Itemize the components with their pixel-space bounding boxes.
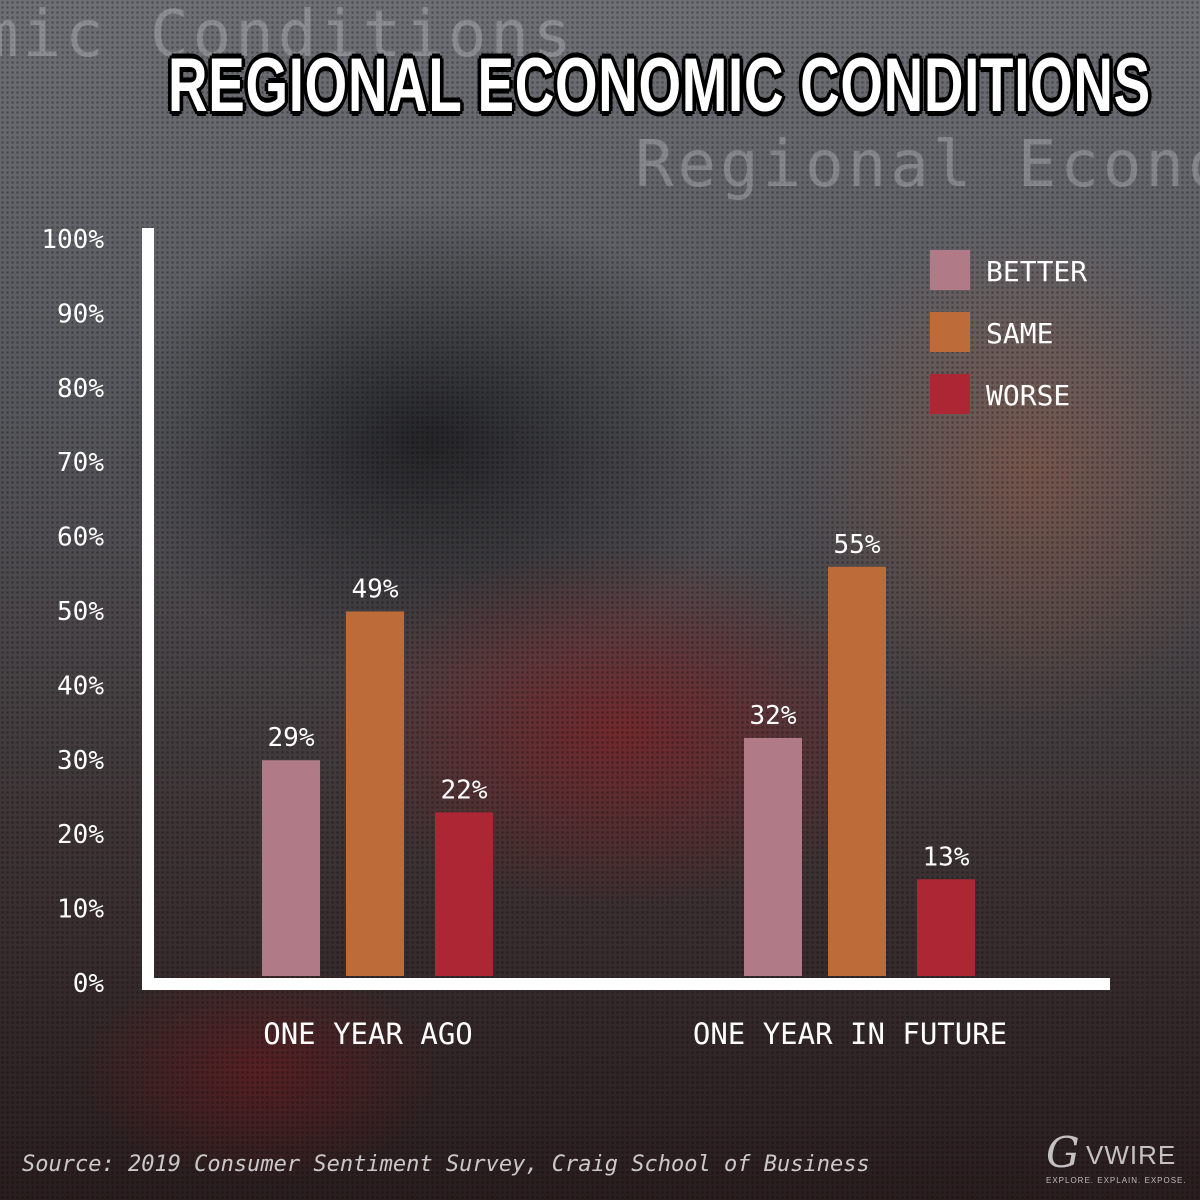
bar-same-2 xyxy=(828,566,886,976)
data-label-worse-2: 13% xyxy=(923,842,970,872)
bar-worse-2 xyxy=(917,879,975,976)
y-tick-label: 0% xyxy=(73,969,105,999)
y-tick-label: 90% xyxy=(57,299,104,329)
logo-mark: G xyxy=(1046,1128,1080,1177)
y-tick-label: 20% xyxy=(57,820,104,850)
data-label-same-1: 49% xyxy=(352,574,399,604)
background-text-top: mic Conditions xyxy=(0,0,576,72)
y-tick-label: 60% xyxy=(57,523,104,553)
legend-label-worse: WORSE xyxy=(986,379,1070,412)
bar-better-1 xyxy=(262,760,320,976)
y-axis-ticks: 0% 10% 20% 30% 40% 50% 60% 70% 80% 90% 100% xyxy=(41,225,104,999)
source-note: Source: 2019 Consumer Sentiment Survey, … xyxy=(22,1152,870,1177)
logo-wordmark: VWIRE xyxy=(1086,1140,1177,1170)
legend-swatch-better xyxy=(930,250,970,290)
data-label-better-2: 32% xyxy=(750,701,797,731)
y-tick-label: 100% xyxy=(41,225,104,255)
logo-tagline: EXPLORE. EXPLAIN. EXPOSE. xyxy=(1046,1176,1187,1185)
background-text-middle: Regional Econo xyxy=(635,128,1200,202)
y-tick-label: 50% xyxy=(57,597,104,627)
category-labels: ONE YEAR AGO ONE YEAR IN FUTURE xyxy=(263,1017,1007,1051)
legend-label-same: SAME xyxy=(986,317,1053,350)
data-label-better-1: 29% xyxy=(268,723,315,753)
legend-swatch-same xyxy=(930,312,970,352)
y-tick-label: 10% xyxy=(57,895,104,925)
x-category-label: ONE YEAR IN FUTURE xyxy=(693,1017,1007,1051)
legend-label-better: BETTER xyxy=(986,255,1087,288)
legend: BETTER SAME WORSE xyxy=(930,250,1087,414)
bar-better-2 xyxy=(744,737,802,976)
y-tick-label: 30% xyxy=(57,746,104,776)
data-labels: 29% 32% 49% 55% 22% 13% xyxy=(268,530,970,872)
bar-same-1 xyxy=(346,611,404,976)
bar-worse-1 xyxy=(435,812,493,976)
x-category-label: ONE YEAR AGO xyxy=(263,1017,473,1051)
chart-title: REGIONAL ECONOMIC CONDITIONS xyxy=(167,43,1151,128)
y-tick-label: 80% xyxy=(57,374,104,404)
legend-swatch-worse xyxy=(930,374,970,414)
y-tick-label: 40% xyxy=(57,671,104,701)
y-tick-label: 70% xyxy=(57,448,104,478)
bars xyxy=(262,566,975,976)
gvwire-logo: G VWIRE EXPLORE. EXPLAIN. EXPOSE. xyxy=(1046,1128,1186,1190)
data-label-worse-1: 22% xyxy=(441,775,488,805)
data-label-same-2: 55% xyxy=(834,530,881,560)
